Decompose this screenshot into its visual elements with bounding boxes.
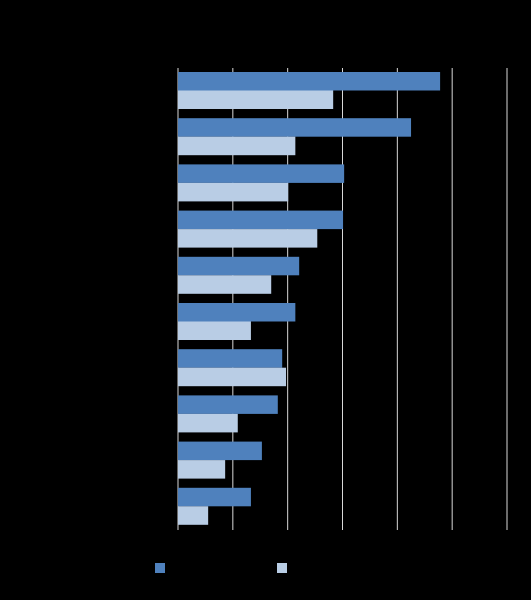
bar: [178, 182, 289, 202]
bar: [178, 90, 334, 109]
bar: [178, 395, 278, 414]
legend-swatch: [277, 563, 287, 573]
bar: [178, 118, 412, 137]
legend-swatch: [155, 563, 165, 573]
bar: [178, 72, 441, 91]
bar: [178, 256, 300, 276]
bar: [178, 460, 226, 479]
x-tick-label: 4: [394, 536, 401, 550]
bar: [178, 136, 296, 156]
x-tick-label: 2: [284, 536, 291, 550]
bar: [178, 210, 344, 230]
bar: [178, 164, 345, 183]
bar: [178, 321, 251, 340]
bar: [178, 303, 296, 322]
x-tick-label: 5: [449, 536, 456, 550]
bar: [178, 441, 262, 461]
bar: [178, 275, 272, 294]
x-tick-label: 1: [229, 536, 236, 550]
x-tick-label: 3: [339, 536, 346, 550]
bar: [178, 487, 251, 507]
bar: [178, 349, 283, 368]
bar: [178, 413, 238, 433]
bar: [178, 229, 318, 248]
x-tick-label: 0: [175, 536, 182, 550]
bar: [178, 506, 209, 525]
x-tick-label: 6: [504, 536, 511, 550]
bar: [178, 367, 287, 387]
